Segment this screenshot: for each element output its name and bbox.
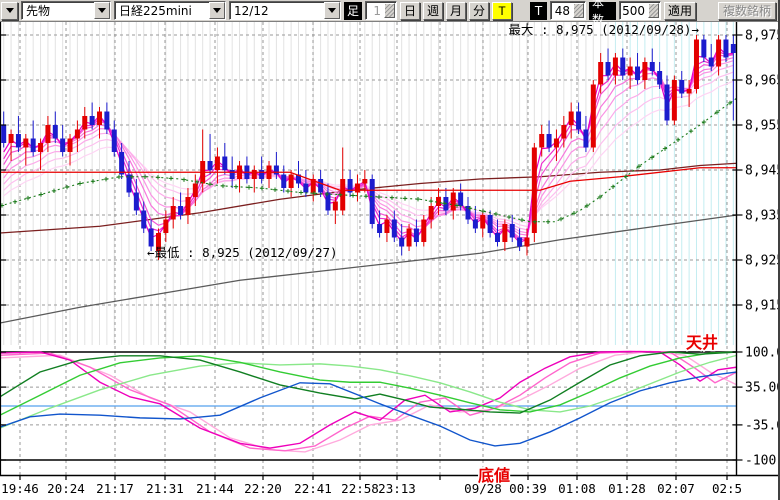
period-week-button[interactable]: 週 bbox=[423, 1, 443, 20]
period-month-button[interactable]: 月 bbox=[446, 1, 466, 20]
bar-type-label: 足 bbox=[344, 1, 362, 20]
candles-layer bbox=[1, 35, 736, 260]
period-day-button[interactable]: 日 bbox=[400, 1, 420, 20]
symbol-select[interactable]: 日経225mini bbox=[114, 1, 226, 20]
bar-count-value: 500 bbox=[622, 3, 645, 18]
bar-interval-value: 1 bbox=[373, 3, 381, 18]
bar-count-stepper[interactable]: 500 bbox=[619, 1, 661, 20]
svg-text:-100.00: -100.00 bbox=[745, 454, 780, 469]
nav-dropdown-button[interactable] bbox=[1, 1, 18, 20]
svg-text:02:07: 02:07 bbox=[657, 481, 695, 496]
overlay-top-lines bbox=[0, 167, 737, 191]
chart-area[interactable]: 8,975 8,965 8,955 8,945 8,935 8,925 8,915 100.0… bbox=[0, 22, 780, 500]
long-ma-line bbox=[0, 214, 738, 324]
product-select-value: 先物 bbox=[26, 4, 51, 18]
product-select[interactable]: 先物 bbox=[21, 1, 111, 20]
min-annotation: ←最低 : 8,925 (2012/09/27) bbox=[147, 245, 338, 260]
contract-month-value: 12/12 bbox=[234, 3, 269, 18]
svg-text:100.00: 100.00 bbox=[745, 346, 780, 361]
svg-text:01:08: 01:08 bbox=[558, 481, 596, 496]
annotations: 最大 : 8,975 (2012/09/28)→ ←最低 : 8,925 (201… bbox=[147, 22, 720, 487]
vwap-line bbox=[0, 167, 737, 191]
oscillator-axis-labels: 100.00 35.00 -35.00 -100.00 bbox=[0, 346, 780, 469]
svg-text:35.00: 35.00 bbox=[745, 381, 780, 396]
chevron-down-icon[interactable] bbox=[324, 2, 340, 19]
ema-ribbon bbox=[3, 46, 734, 244]
bar-count-label: 本数 bbox=[589, 0, 616, 27]
bar-interval-stepper[interactable]: 1 bbox=[365, 1, 397, 20]
svg-text:01:28: 01:28 bbox=[608, 481, 646, 496]
rci-long-pale-pink bbox=[0, 350, 738, 453]
price-gridlines bbox=[0, 34, 737, 306]
per-bar-gridlines bbox=[3, 22, 734, 345]
svg-text:21:44: 21:44 bbox=[196, 481, 234, 496]
spinner-icon[interactable] bbox=[573, 3, 584, 18]
svg-text:02:5: 02:5 bbox=[712, 481, 742, 496]
time-gridlines bbox=[19, 22, 728, 475]
period-tick-button[interactable]: T bbox=[492, 1, 512, 20]
max-annotation: 最大 : 8,975 (2012/09/28)→ bbox=[508, 22, 699, 37]
svg-text:23:13: 23:13 bbox=[378, 481, 416, 496]
bottom-label: 底値 bbox=[478, 466, 510, 485]
mid-ma-line bbox=[0, 162, 738, 234]
apply-button[interactable]: 適用 bbox=[664, 1, 696, 20]
spinner-icon[interactable] bbox=[648, 3, 659, 18]
svg-text:8,965: 8,965 bbox=[745, 74, 780, 89]
svg-text:8,935: 8,935 bbox=[745, 209, 780, 224]
svg-text:09/28: 09/28 bbox=[464, 481, 502, 496]
svg-text:22:41: 22:41 bbox=[294, 481, 332, 496]
chevron-down-icon bbox=[5, 8, 14, 17]
oscillator-blue bbox=[0, 371, 738, 447]
chevron-down-icon[interactable] bbox=[209, 2, 225, 19]
time-axis-labels: 19:46 20:24 21:17 21:31 21:44 22:20 22:41 22:58… bbox=[1, 475, 742, 496]
svg-text:22:20: 22:20 bbox=[244, 481, 282, 496]
tick-count-stepper[interactable]: 48 bbox=[550, 1, 586, 20]
svg-text:21:31: 21:31 bbox=[146, 481, 184, 496]
dotted-ma-line bbox=[0, 97, 738, 224]
symbol-select-value: 日経225mini bbox=[119, 4, 192, 18]
price-axis-labels: 8,975 8,965 8,955 8,945 8,935 8,925 8,915 bbox=[0, 29, 780, 314]
oscillator-series bbox=[0, 350, 738, 453]
svg-text:8,915: 8,915 bbox=[745, 299, 780, 314]
rci2-mid-green bbox=[0, 351, 738, 416]
svg-text:22:58: 22:58 bbox=[341, 481, 379, 496]
svg-text:21:17: 21:17 bbox=[96, 481, 134, 496]
spinner-icon[interactable] bbox=[384, 3, 395, 18]
chevron-down-icon[interactable] bbox=[94, 2, 110, 19]
svg-text:8,925: 8,925 bbox=[745, 254, 780, 269]
rci2-short-dark-green bbox=[0, 351, 738, 414]
multi-symbol-button: 複数銘柄 bbox=[718, 1, 776, 20]
rci2-long-light-green bbox=[0, 354, 738, 429]
oscillator-panel bbox=[0, 351, 737, 461]
ceiling-label: 天井 bbox=[686, 333, 718, 352]
contract-month-select[interactable]: 12/12 bbox=[229, 1, 341, 20]
svg-text:19:46: 19:46 bbox=[1, 481, 39, 496]
tick-label: T bbox=[530, 1, 547, 20]
svg-text:-35.00: -35.00 bbox=[745, 418, 780, 433]
axes bbox=[0, 22, 778, 477]
svg-text:20:24: 20:24 bbox=[47, 481, 85, 496]
svg-text:00:39: 00:39 bbox=[509, 481, 547, 496]
period-minute-button[interactable]: 分 bbox=[469, 1, 489, 20]
svg-text:8,945: 8,945 bbox=[745, 164, 780, 179]
svg-text:8,975: 8,975 bbox=[745, 29, 780, 44]
toolbar: 先物 日経225mini 12/12 足 1 日 週 月 分 T T 48 本数… bbox=[0, 0, 778, 27]
rci-short-magenta bbox=[0, 350, 738, 449]
svg-text:8,955: 8,955 bbox=[745, 119, 780, 134]
overlay-lines bbox=[0, 162, 738, 324]
tick-count-value: 48 bbox=[554, 3, 570, 18]
chart-container: 8,975 8,965 8,955 8,945 8,935 8,925 8,915 100.0… bbox=[0, 22, 780, 500]
